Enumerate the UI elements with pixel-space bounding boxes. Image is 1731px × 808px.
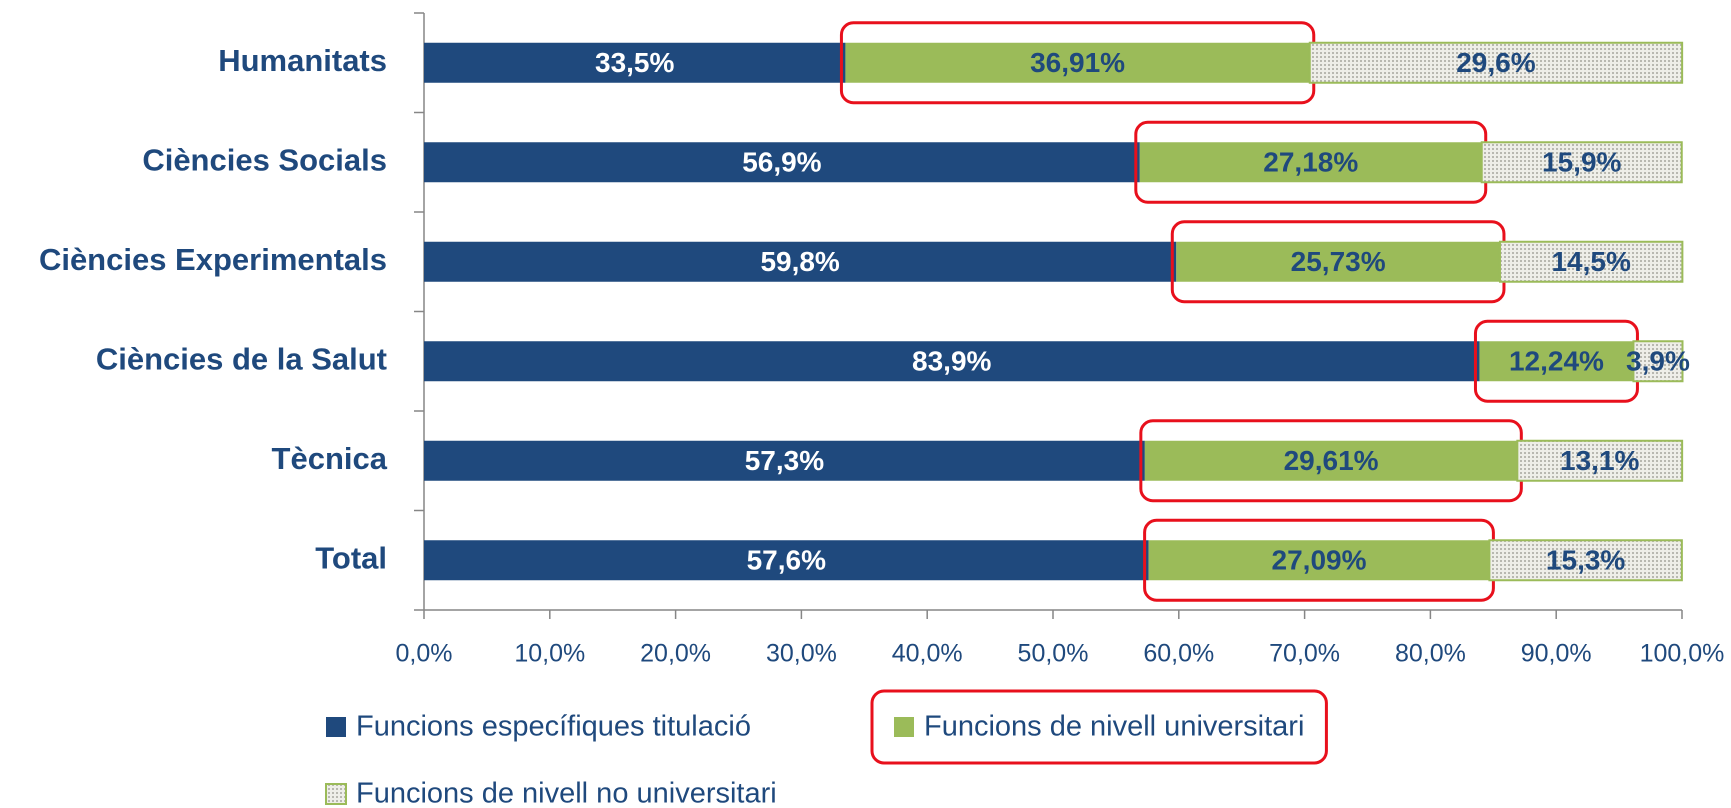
bar-segment xyxy=(424,341,1480,382)
bar-segment xyxy=(424,142,1140,183)
bar-segment xyxy=(1176,241,1500,282)
value-label: 57,6% xyxy=(747,545,826,576)
bar-segment xyxy=(424,241,1177,282)
legend-marker xyxy=(325,783,347,805)
bar-segment xyxy=(1479,341,1634,382)
bar-segment xyxy=(1308,41,1684,84)
legend-label: Funcions de nivell universitari xyxy=(924,711,1304,743)
value-label: 27,18% xyxy=(1263,147,1358,178)
category-label: Ciències Socials xyxy=(142,142,387,177)
bar-segment xyxy=(1498,240,1684,283)
value-label: 12,24% xyxy=(1509,346,1604,377)
bar-segment xyxy=(1516,439,1684,482)
x-tick-label: 90,0% xyxy=(1521,640,1592,668)
bar-segment xyxy=(424,440,1145,481)
value-label: 33,5% xyxy=(595,47,674,78)
legend-label: Funcions de nivell no universitari xyxy=(356,778,777,808)
bar-segment xyxy=(1144,440,1518,481)
value-label: 15,3% xyxy=(1546,545,1625,576)
value-label: 14,5% xyxy=(1551,246,1630,277)
value-label: 27,09% xyxy=(1272,545,1367,576)
legend-label: Funcions específiques titulació xyxy=(356,711,751,743)
value-label: 57,3% xyxy=(745,445,824,476)
value-label: 59,8% xyxy=(760,246,839,277)
bar-segment xyxy=(1480,141,1683,184)
bar-segment xyxy=(1632,340,1684,383)
x-tick-label: 80,0% xyxy=(1395,640,1466,668)
x-tick-label: 0,0% xyxy=(396,640,453,668)
value-label: 13,1% xyxy=(1560,445,1639,476)
value-label: 83,9% xyxy=(912,346,991,377)
value-label: 15,9% xyxy=(1542,147,1621,178)
x-tick-label: 100,0% xyxy=(1640,640,1725,668)
x-tick-label: 50,0% xyxy=(1018,640,1089,668)
bar-segment xyxy=(1148,540,1490,581)
category-label: Tècnica xyxy=(272,441,388,476)
value-label: 3,9% xyxy=(1626,346,1690,377)
category-label: Ciències Experimentals xyxy=(39,242,387,277)
bar-segment xyxy=(1139,142,1482,183)
x-tick-label: 20,0% xyxy=(640,640,711,668)
bar-segment xyxy=(1488,539,1683,582)
highlight-box xyxy=(870,689,1328,765)
category-label: Ciències de la Salut xyxy=(96,341,387,376)
bar-segment xyxy=(845,42,1310,83)
legend-marker xyxy=(326,717,346,737)
category-label: Humanitats xyxy=(218,43,387,78)
value-label: 56,9% xyxy=(742,147,821,178)
value-label: 29,6% xyxy=(1456,47,1535,78)
value-label: 25,73% xyxy=(1291,246,1386,277)
x-tick-label: 10,0% xyxy=(514,640,585,668)
legend-marker xyxy=(894,717,914,737)
x-tick-label: 60,0% xyxy=(1143,640,1214,668)
category-label: Total xyxy=(315,540,387,575)
x-tick-label: 30,0% xyxy=(766,640,837,668)
bar-segment xyxy=(424,42,846,83)
value-label: 36,91% xyxy=(1030,47,1125,78)
value-label: 29,61% xyxy=(1284,445,1379,476)
x-tick-label: 70,0% xyxy=(1269,640,1340,668)
bar-segment xyxy=(424,540,1149,581)
x-tick-label: 40,0% xyxy=(892,640,963,668)
